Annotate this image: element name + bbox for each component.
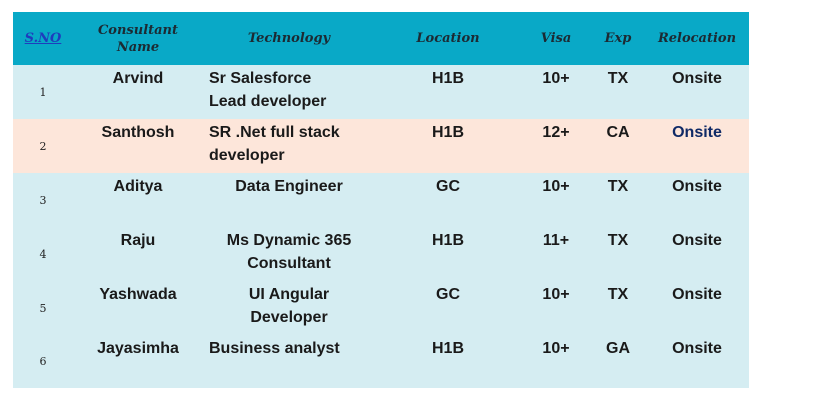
- tech-line2: developer: [209, 147, 285, 164]
- cell-technology: Ms Dynamic 365 Consultant: [203, 227, 375, 281]
- table-row: 5 Yashwada UI Angular Developer GC 10+ TX…: [13, 281, 749, 335]
- cell-exp: CA: [606, 124, 630, 141]
- cell-visa: 10+: [542, 178, 570, 195]
- cell-location: H1B: [431, 124, 464, 141]
- cell-sno: 5: [39, 301, 47, 315]
- header-technology: Technology: [247, 31, 331, 46]
- table-row: 2 Santhosh SR .Net full stack developer H…: [13, 119, 749, 173]
- cell-visa: 12+: [542, 124, 570, 141]
- tech-line1: Ms Dynamic 365: [226, 232, 352, 249]
- header-consultant-name: Consultant Name: [73, 12, 203, 65]
- cell-relocation: Onsite: [672, 178, 722, 195]
- tech-line1: SR .Net full stack: [209, 124, 340, 141]
- header-name-line1: Consultant: [97, 22, 179, 38]
- header-relocation: Relocation: [657, 31, 737, 46]
- cell-exp: TX: [607, 232, 629, 249]
- cell-relocation: Onsite: [672, 340, 722, 357]
- cell-location: H1B: [431, 340, 464, 357]
- cell-relocation: Onsite: [672, 70, 722, 87]
- cell-sno: 2: [39, 139, 47, 153]
- cell-exp: TX: [607, 286, 629, 303]
- cell-exp: GA: [606, 340, 630, 357]
- header-location: Location: [416, 31, 480, 46]
- consultants-table-container: S.NO Consultant Name Technology Location …: [13, 12, 749, 388]
- cell-technology: Business analyst: [209, 340, 340, 357]
- consultants-table: S.NO Consultant Name Technology Location …: [13, 12, 749, 388]
- cell-name: Raju: [120, 232, 156, 249]
- cell-relocation-link[interactable]: Onsite: [672, 124, 722, 141]
- table-row: 3 Aditya Data Engineer GC 10+ TX Onsite: [13, 173, 749, 227]
- tech-line2: Lead developer: [209, 93, 327, 110]
- cell-relocation: Onsite: [672, 286, 722, 303]
- cell-technology: Sr Salesforce Lead developer: [203, 65, 375, 119]
- cell-name: Yashwada: [99, 286, 177, 303]
- cell-sno: 4: [39, 247, 47, 261]
- tech-line1: UI Angular: [248, 286, 330, 303]
- table-row: 1 Arvind Sr Salesforce Lead developer H1B…: [13, 65, 749, 119]
- cell-location: GC: [436, 178, 460, 195]
- cell-location: H1B: [431, 70, 464, 87]
- header-name-line2: Name: [116, 39, 160, 55]
- header-sno-link[interactable]: S.NO: [24, 31, 62, 46]
- tech-line2: Consultant: [247, 255, 331, 272]
- cell-name: Santhosh: [101, 124, 175, 141]
- cell-sno: 6: [39, 355, 47, 368]
- header-visa: Visa: [540, 31, 572, 46]
- table-header-row: S.NO Consultant Name Technology Location …: [13, 12, 749, 65]
- cell-sno: 3: [39, 193, 47, 207]
- cell-visa: 11+: [542, 232, 570, 249]
- cell-name: Jayasimha: [97, 340, 179, 357]
- cell-visa: 10+: [542, 286, 570, 303]
- tech-line1: Sr Salesforce: [209, 70, 312, 87]
- table-row: 6 Jayasimha Business analyst H1B 10+ GA …: [13, 335, 749, 388]
- cell-location: GC: [436, 286, 460, 303]
- header-exp: Exp: [604, 31, 632, 46]
- cell-name: Aditya: [113, 178, 163, 195]
- cell-location: H1B: [431, 232, 464, 249]
- cell-exp: TX: [607, 70, 629, 87]
- cell-relocation: Onsite: [672, 232, 722, 249]
- cell-name: Arvind: [112, 70, 164, 87]
- table-row: 4 Raju Ms Dynamic 365 Consultant H1B 11+ …: [13, 227, 749, 281]
- cell-visa: 10+: [542, 340, 570, 357]
- tech-line2: Developer: [250, 309, 328, 326]
- cell-technology: Data Engineer: [235, 178, 343, 195]
- cell-visa: 10+: [542, 70, 570, 87]
- cell-technology: UI Angular Developer: [203, 281, 375, 335]
- cell-technology: SR .Net full stack developer: [203, 119, 375, 173]
- cell-sno: 1: [39, 85, 47, 99]
- cell-exp: TX: [607, 178, 629, 195]
